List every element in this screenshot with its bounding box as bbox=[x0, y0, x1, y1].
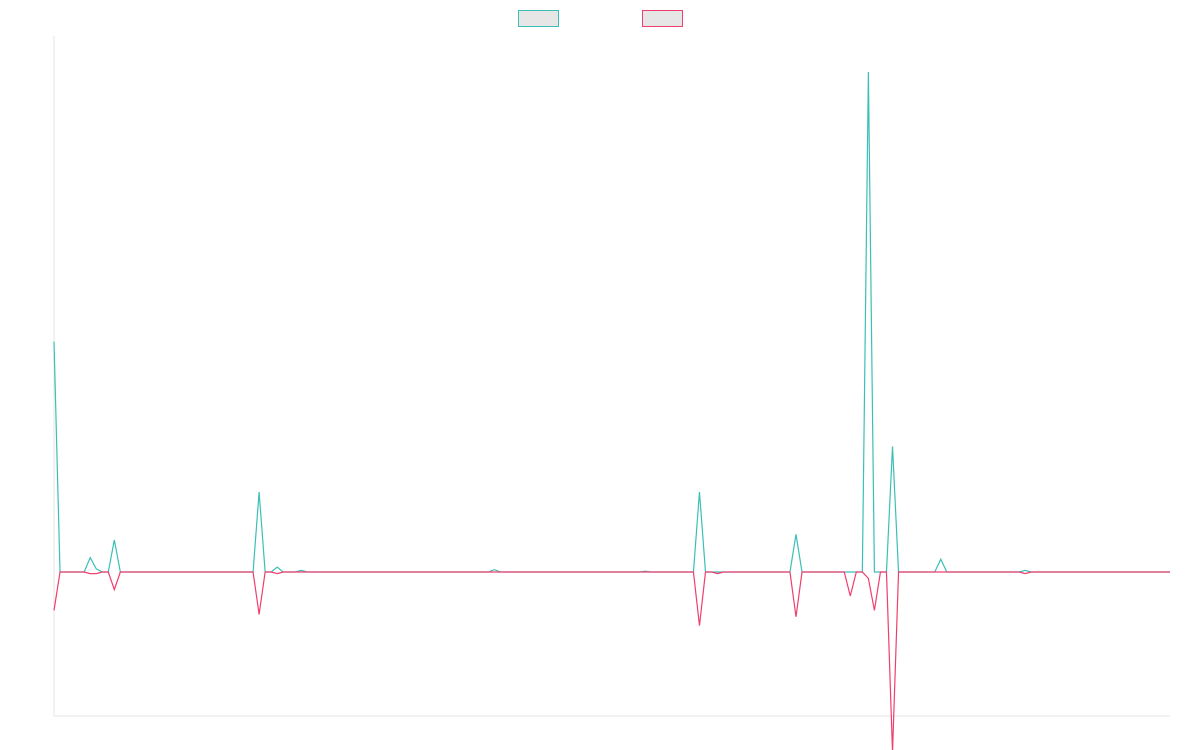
chart-legend[interactable] bbox=[518, 10, 683, 27]
legend-swatch-2[interactable] bbox=[642, 10, 683, 27]
plot-area bbox=[53, 71, 1170, 750]
chart-axes bbox=[53, 36, 1170, 717]
series-line-2 bbox=[53, 571, 1170, 750]
legend-swatch-1[interactable] bbox=[518, 10, 559, 27]
series-line-1 bbox=[53, 71, 1170, 573]
